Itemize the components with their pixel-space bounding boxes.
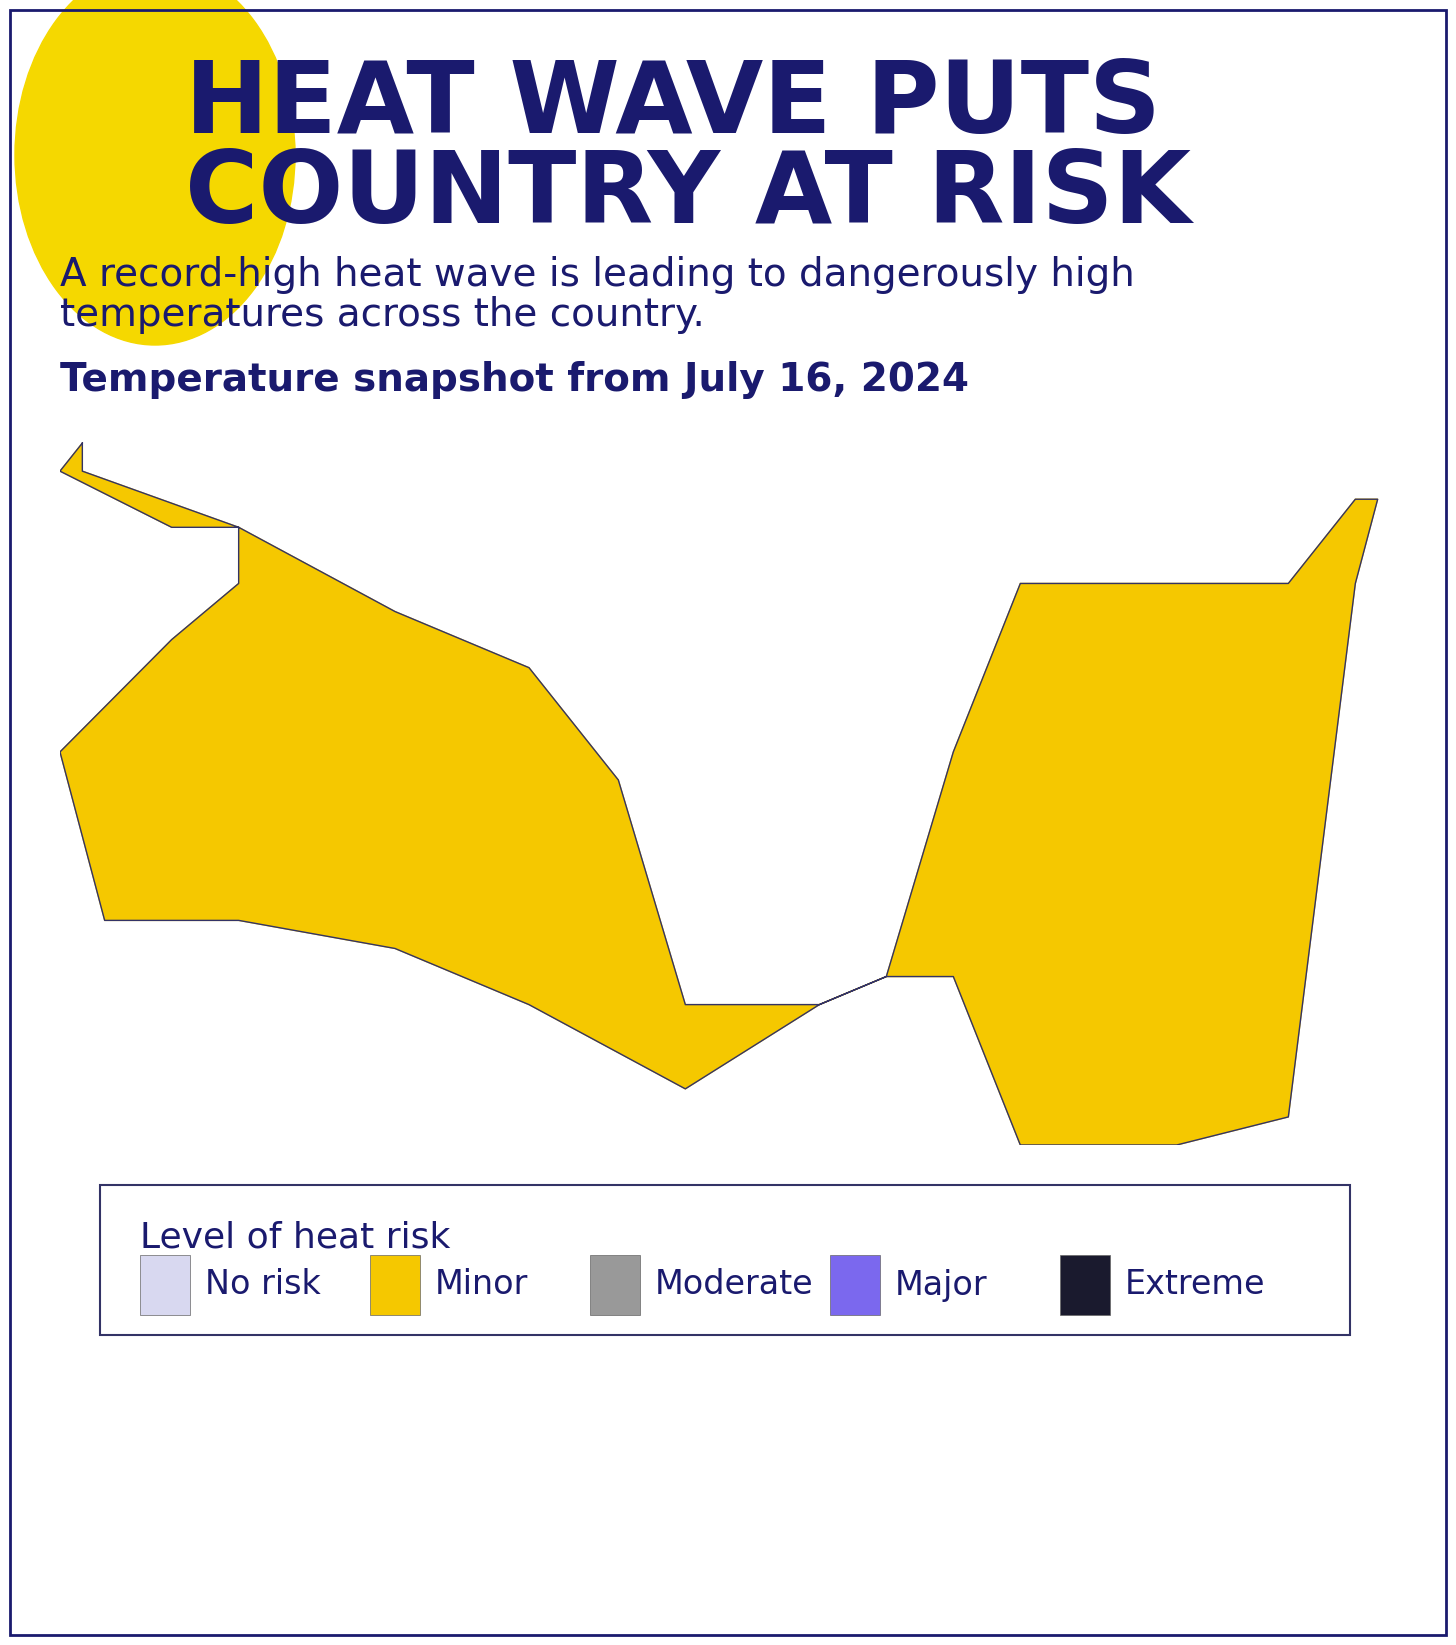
FancyBboxPatch shape xyxy=(100,1184,1350,1336)
FancyBboxPatch shape xyxy=(830,1255,879,1314)
Text: Major: Major xyxy=(895,1268,987,1301)
Text: COUNTRY AT RISK: COUNTRY AT RISK xyxy=(185,146,1191,243)
Text: Level of heat risk: Level of heat risk xyxy=(140,1221,450,1253)
Polygon shape xyxy=(60,443,1377,1145)
FancyBboxPatch shape xyxy=(590,1255,641,1314)
FancyBboxPatch shape xyxy=(370,1255,419,1314)
Text: Moderate: Moderate xyxy=(655,1268,814,1301)
Text: A record-high heat wave is leading to dangerously high: A record-high heat wave is leading to da… xyxy=(60,257,1134,294)
Text: HEAT WAVE PUTS: HEAT WAVE PUTS xyxy=(185,56,1160,153)
Text: Temperature snapshot from July 16, 2024: Temperature snapshot from July 16, 2024 xyxy=(60,360,970,400)
Ellipse shape xyxy=(15,0,296,345)
Text: Extreme: Extreme xyxy=(1125,1268,1265,1301)
Text: Minor: Minor xyxy=(435,1268,529,1301)
Text: No risk: No risk xyxy=(205,1268,320,1301)
Text: temperatures across the country.: temperatures across the country. xyxy=(60,296,705,334)
FancyBboxPatch shape xyxy=(140,1255,189,1314)
FancyBboxPatch shape xyxy=(1060,1255,1109,1314)
